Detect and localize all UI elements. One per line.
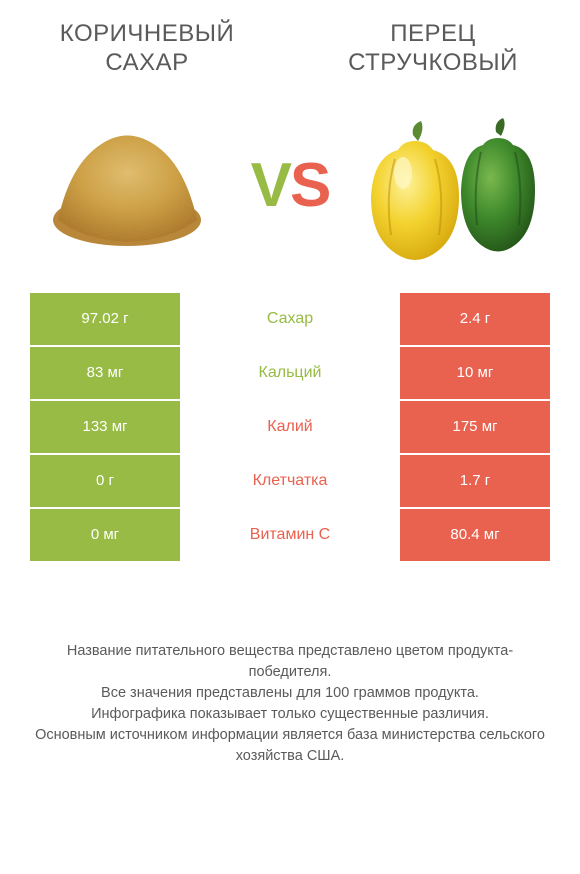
table-row: 0 мгВитамин C80.4 мг (30, 509, 550, 561)
title-right: ПЕРЕЦ СТРУЧКОВЫЙ (316, 20, 550, 78)
cell-label: Сахар (180, 293, 400, 345)
cell-left-value: 0 мг (30, 509, 180, 561)
cell-right-value: 80.4 мг (400, 509, 550, 561)
cell-label: Калий (180, 401, 400, 453)
vs-label: VS (251, 150, 330, 221)
cell-label: Клетчатка (180, 455, 400, 507)
image-brown-sugar (40, 108, 215, 263)
footer-line-2: Все значения представлены для 100 граммо… (35, 683, 545, 704)
comparison-table: 97.02 гСахар2.4 г83 мгКальций10 мг133 мг… (30, 293, 550, 561)
cell-left-value: 0 г (30, 455, 180, 507)
title-left: КОРИЧНЕВЫЙ САХАР (30, 20, 264, 78)
table-row: 83 мгКальций10 мг (30, 347, 550, 399)
footer-notes: Название питательного вещества представл… (30, 641, 550, 767)
footer-line-4: Основным источником информации является … (35, 725, 545, 767)
cell-label: Витамин C (180, 509, 400, 561)
table-row: 133 мгКалий175 мг (30, 401, 550, 453)
table-row: 0 гКлетчатка1.7 г (30, 455, 550, 507)
footer-line-3: Инфографика показывает только существенн… (35, 704, 545, 725)
vs-v: V (251, 151, 290, 220)
images-row: VS (30, 108, 550, 263)
cell-right-value: 1.7 г (400, 455, 550, 507)
cell-right-value: 175 мг (400, 401, 550, 453)
cell-left-value: 97.02 г (30, 293, 180, 345)
image-peppers (365, 108, 540, 263)
table-row: 97.02 гСахар2.4 г (30, 293, 550, 345)
cell-right-value: 10 мг (400, 347, 550, 399)
cell-left-value: 83 мг (30, 347, 180, 399)
cell-right-value: 2.4 г (400, 293, 550, 345)
cell-label: Кальций (180, 347, 400, 399)
footer-line-1: Название питательного вещества представл… (35, 641, 545, 683)
vs-s: S (290, 151, 329, 220)
cell-left-value: 133 мг (30, 401, 180, 453)
header: КОРИЧНЕВЫЙ САХАР ПЕРЕЦ СТРУЧКОВЫЙ (30, 20, 550, 78)
